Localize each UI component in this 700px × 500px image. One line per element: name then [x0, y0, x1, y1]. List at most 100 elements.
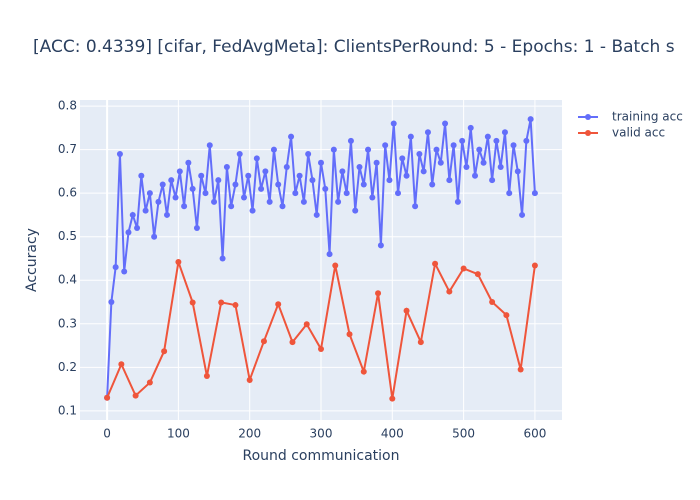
point: [335, 198, 342, 205]
point: [198, 172, 205, 179]
point: [232, 302, 239, 309]
point: [240, 194, 247, 201]
point: [531, 190, 538, 197]
point: [245, 172, 252, 179]
chart-title: [ACC: 0.4339] [cifar, FedAvgMeta]: Clien…: [33, 37, 675, 57]
point: [296, 172, 303, 179]
point: [215, 177, 222, 184]
point: [339, 168, 346, 175]
point: [193, 225, 200, 231]
y-tick-label: 0.8: [58, 99, 77, 113]
point: [399, 155, 406, 162]
point: [442, 120, 449, 127]
x-tick-label: 500: [452, 427, 475, 441]
point: [258, 185, 265, 192]
y-tick-label: 0.5: [58, 229, 77, 243]
point: [476, 146, 483, 153]
y-tick-label: 0.6: [58, 186, 77, 200]
point: [474, 271, 481, 278]
point: [168, 177, 175, 184]
point: [382, 142, 389, 149]
point: [433, 146, 440, 153]
y-tick-label: 0.7: [58, 142, 77, 156]
point: [151, 233, 158, 240]
point: [347, 137, 354, 144]
point: [121, 268, 128, 275]
point: [288, 133, 295, 140]
point: [395, 190, 402, 197]
legend-marker: [585, 114, 591, 120]
point: [176, 168, 183, 175]
point: [390, 120, 397, 127]
point: [369, 194, 376, 201]
point: [375, 290, 382, 297]
point: [146, 190, 153, 197]
legend-label: valid acc: [612, 126, 665, 140]
point: [283, 164, 290, 171]
point: [253, 155, 260, 162]
point: [497, 164, 504, 171]
point: [279, 203, 286, 210]
point: [155, 198, 162, 205]
point: [432, 260, 439, 267]
point: [300, 198, 307, 205]
y-tick-label: 0.3: [58, 316, 77, 330]
point: [514, 168, 521, 175]
point: [246, 376, 253, 383]
x-tick-label: 100: [167, 427, 190, 441]
point: [132, 392, 139, 399]
point: [360, 181, 367, 188]
point: [232, 181, 239, 188]
point: [330, 146, 337, 153]
series: [104, 258, 538, 402]
point: [292, 190, 299, 197]
point: [412, 203, 419, 210]
point: [424, 129, 431, 136]
point: [420, 168, 427, 175]
point: [218, 299, 225, 306]
point: [303, 321, 310, 328]
point: [360, 368, 367, 375]
legend-label: training acc: [612, 110, 683, 124]
point: [346, 331, 353, 338]
point: [322, 185, 329, 192]
point: [437, 159, 444, 166]
x-tick-label: 600: [523, 427, 546, 441]
point: [189, 185, 196, 192]
point: [275, 301, 282, 308]
point: [236, 150, 243, 157]
point: [446, 177, 453, 184]
x-tick-label: 300: [310, 427, 333, 441]
point: [377, 242, 384, 249]
point: [472, 172, 479, 179]
point: [403, 172, 410, 179]
point: [175, 258, 182, 265]
point: [159, 181, 166, 188]
point: [172, 194, 179, 201]
point: [356, 164, 363, 171]
point: [463, 164, 470, 171]
series: [104, 116, 538, 401]
point: [185, 159, 192, 166]
point: [467, 124, 474, 131]
point: [249, 207, 256, 214]
point: [189, 299, 196, 306]
point: [493, 137, 500, 144]
point: [163, 211, 170, 218]
point: [125, 229, 132, 236]
point: [142, 207, 149, 214]
point: [206, 142, 213, 149]
point: [138, 172, 145, 179]
point: [454, 198, 461, 205]
point: [129, 211, 136, 218]
point: [389, 395, 396, 402]
point: [203, 373, 210, 380]
point: [219, 255, 226, 262]
point: [181, 203, 188, 210]
x-axis-title: Round communication: [242, 448, 399, 464]
point: [266, 198, 273, 205]
point: [527, 116, 534, 123]
x-tick-label: 400: [381, 427, 404, 441]
point: [523, 137, 530, 144]
point: [480, 159, 487, 166]
